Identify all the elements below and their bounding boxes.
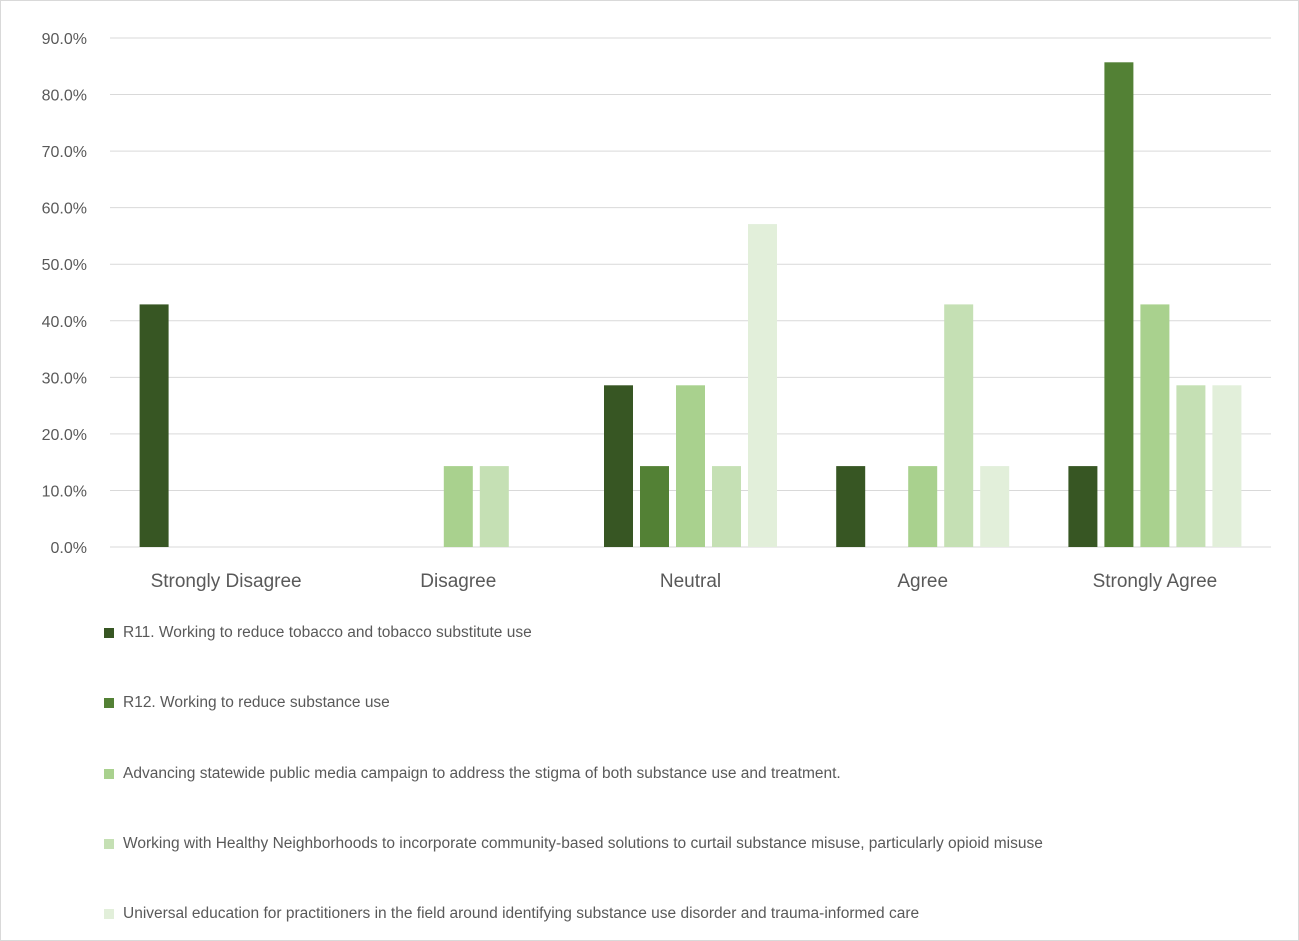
y-tick-label: 70.0%	[42, 144, 87, 161]
y-tick-label: 90.0%	[42, 31, 87, 48]
legend-item: Working with Healthy Neighborhoods to in…	[104, 831, 1043, 857]
legend-item: R12. Working to reduce substance use	[104, 690, 390, 716]
y-tick-label: 30.0%	[42, 370, 87, 387]
bar	[712, 466, 741, 547]
bar	[1104, 62, 1134, 548]
bar	[1176, 385, 1206, 547]
bar	[944, 304, 974, 547]
x-tick-label: Agree	[897, 571, 948, 592]
x-tick-label: Strongly Agree	[1093, 571, 1218, 592]
legend-swatch	[104, 769, 114, 779]
bar	[1068, 466, 1098, 547]
legend-item: Universal education for practitioners in…	[104, 901, 919, 927]
y-tick-label: 20.0%	[42, 427, 87, 444]
x-tick-label: Strongly Disagree	[151, 571, 302, 592]
legend-label: Universal education for practitioners in…	[123, 905, 920, 922]
bars	[139, 62, 1242, 548]
legend-label: Working with Healthy Neighborhoods to in…	[123, 835, 1043, 852]
legend-swatch	[104, 698, 114, 708]
bar	[1212, 385, 1242, 547]
bar	[1140, 304, 1170, 547]
y-tick-label: 40.0%	[42, 314, 87, 331]
legend-label: R12. Working to reduce substance use	[123, 694, 390, 711]
bar	[836, 466, 866, 547]
legend-swatch	[104, 839, 114, 849]
bar	[604, 385, 633, 547]
legend-label: Advancing statewide public media campaig…	[123, 765, 841, 782]
y-axis-ticks: 0.0% 10.0% 20.0% 30.0% 40.0% 50.0% 60.0% 70.0% 8…	[42, 31, 87, 557]
legend-item: R11. Working to reduce tobacco and tobac…	[104, 620, 532, 646]
bar	[980, 466, 1010, 547]
y-tick-label: 50.0%	[42, 257, 87, 274]
bar-chart: 0.0% 10.0% 20.0% 30.0% 40.0% 50.0% 60.0% 70.0% 8…	[42, 31, 1271, 592]
x-tick-label: Disagree	[420, 571, 496, 592]
legend-item: Advancing statewide public media campaig…	[104, 761, 841, 787]
x-axis-ticks: Strongly Disagree Disagree Neutral Agree Str…	[151, 571, 1218, 592]
legend-swatch	[104, 628, 114, 638]
legend-swatch	[104, 909, 114, 919]
bar	[748, 224, 777, 547]
bar	[908, 466, 938, 547]
bar	[676, 385, 705, 547]
y-tick-label: 0.0%	[51, 540, 87, 557]
bar	[479, 466, 509, 547]
x-tick-label: Neutral	[660, 571, 721, 592]
bar	[443, 466, 473, 547]
y-tick-label: 60.0%	[42, 201, 87, 218]
bar	[640, 466, 669, 547]
y-tick-label: 80.0%	[42, 88, 87, 105]
bar	[139, 304, 169, 547]
legend-label: R11. Working to reduce tobacco and tobac…	[123, 624, 532, 641]
y-tick-label: 10.0%	[42, 483, 87, 500]
